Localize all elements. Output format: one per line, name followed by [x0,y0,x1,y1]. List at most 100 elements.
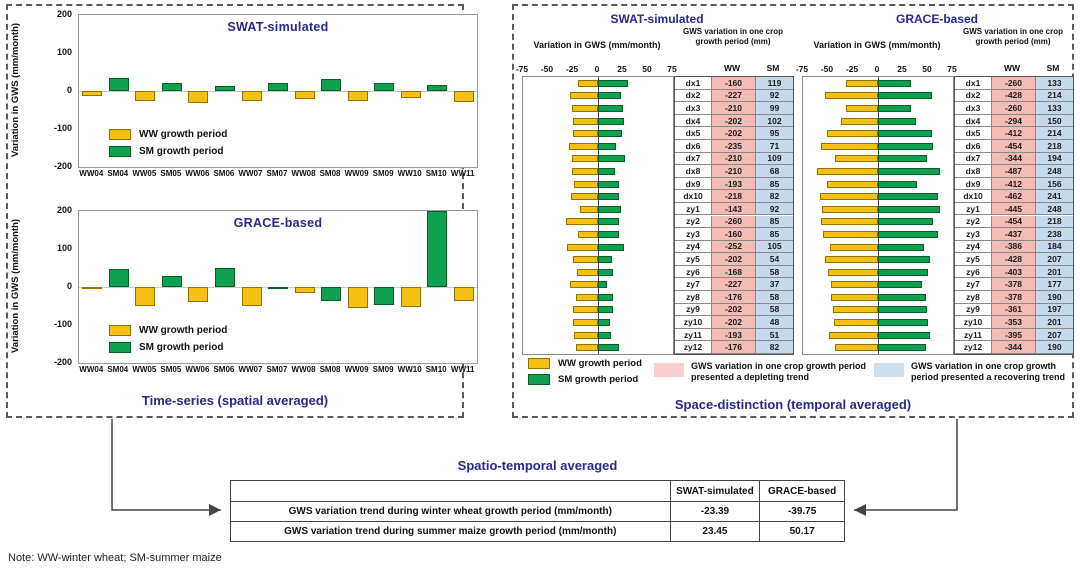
sm-bar-zy4 [878,243,924,251]
row-label-cell: zy1 [966,203,980,214]
bar-SM04 [108,268,129,287]
x-tick-label: WW09 [344,169,369,178]
ww-bar-dx5 [826,130,878,138]
x-axis-labels: WW04 SM04 WW05 SM05 WW06 SM06 WW07 SM07 WW08 SM08… [78,169,476,178]
chart-legend: WW growth period SM growth period [109,123,227,157]
depleting-swatch-icon [654,363,684,377]
row-label-cell: zy8 [966,291,980,302]
summary-table-row-2: GWS variation trend during summer maize … [231,521,844,541]
sm-value-cell: 82 [755,341,793,353]
ww-value-cell: -202 [711,253,755,265]
ww-value-cell: -235 [711,139,755,152]
sm-value-cell: 150 [1035,114,1073,127]
time-series-panel: Variation in GWS (mm/month) 200 100 0 -100 -… [6,4,478,418]
table-row-zy9: zy9 -202 58 [675,303,793,317]
y-axis-ticks: 200 100 0 -100 -200 [44,9,74,171]
ww-value-cell: -353 [991,316,1035,328]
table-row-zy8: zy8 -176 58 [675,291,793,304]
sm-value-cell: 218 [1035,215,1073,228]
row-label-cell: zy9 [966,304,980,315]
table-row-zy1: zy1 -445 248 [955,202,1073,216]
grace-value-cell: -39.75 [759,502,844,521]
ww-bar-zy11 [828,331,878,339]
x-tick-label: -50 [820,64,834,74]
x-tick-label: SM09 [372,365,394,374]
sm-value-cell: 190 [1035,341,1073,353]
ww-value-cell: -428 [991,89,1035,102]
ww-value-cell: -403 [991,265,1035,278]
sm-bar-dx9 [878,180,917,188]
sm-value-cell: 92 [755,89,793,102]
grace-space-chart: GRACE-based Variation in GWS (mm/month) … [796,12,1074,364]
panel-caption: Time-series (spatial averaged) [141,393,329,408]
ww-value-cell: -176 [711,341,755,353]
sm-value-cell: 71 [755,139,793,152]
table-row-zy9: zy9 -361 197 [955,303,1073,317]
y-tick-label: 100 [56,47,72,57]
table-row-dx8: dx8 -210 68 [675,165,793,178]
row-label-cell: dx8 [685,165,701,176]
x-axis-labels: WW04 SM04 WW05 SM05 WW06 SM06 WW07 SM07 WW08 SM08… [78,365,476,374]
sm-value-cell: 85 [755,228,793,240]
y-tick-label: 0 [66,85,72,95]
sm-bar-zy3 [598,230,620,238]
row-label-cell: dx8 [965,165,981,176]
sm-bar-zy8 [878,293,926,301]
y-tick-label: 200 [56,9,72,19]
row-label-cell: dx5 [965,128,981,139]
bar-SM04 [108,77,129,91]
sm-value-cell: 214 [1035,127,1073,139]
ww-value-cell: -487 [991,165,1035,177]
space-distinction-panel: SWAT-simulated Variation in GWS (mm/mont… [512,4,1074,418]
x-tick-label: SM05 [160,169,182,178]
x-tick-label: 25 [897,64,907,74]
bar-SM05 [161,82,182,91]
ww-value-cell: -218 [711,190,755,202]
sm-value-cell: 214 [1035,89,1073,102]
y-tick-label: -100 [53,319,72,329]
swat-space-chart: SWAT-simulated Variation in GWS (mm/mont… [516,12,794,364]
x-tick-label: SM06 [213,365,235,374]
x-tick-label: WW10 [397,365,422,374]
table-row-zy11: zy11 -395 207 [955,328,1073,342]
ww-value-cell: -143 [711,202,755,215]
bar-WW04 [82,91,103,96]
empty-header-cell [231,481,670,501]
table-row-dx3: dx3 -260 133 [955,102,1073,115]
x-tick-label: -50 [540,64,554,74]
sm-value-cell: 85 [755,177,793,190]
table-row-dx7: dx7 -344 194 [955,152,1073,166]
row-label-cell: zy2 [966,216,980,227]
sm-bar-dx3 [598,105,623,112]
ww-bar-zy6 [577,268,598,276]
row-label-cell: zy6 [966,266,980,277]
x-tick-label: SM04 [107,365,129,374]
table-row-zy5: zy5 -428 207 [955,253,1073,266]
y-axis-label: Variation in GWS (mm/month) [10,218,21,354]
row-label-cell: dx1 [685,77,701,88]
row-label-cell: zy5 [966,254,980,265]
sm-value-cell: 184 [1035,240,1073,253]
table-row-dx6: dx6 -235 71 [675,139,793,153]
sm-value-cell: 177 [1035,278,1073,291]
ww-bar-dx10 [570,193,599,201]
summary-title: Spatio-temporal averaged [457,458,618,473]
table-row-dx10: dx10 -218 82 [675,190,793,203]
sm-bar-zy5 [598,256,612,264]
row-label-cell: zy3 [966,228,980,239]
ww-bar-dx10 [820,193,879,201]
ww-value-cell: -160 [711,77,755,89]
table-row-zy10: zy10 -353 201 [955,316,1073,329]
ww-value-cell: -412 [991,177,1035,190]
bar-SM07 [268,287,288,289]
ww-bar-dx4 [572,117,599,125]
row-label-cell: dx7 [685,153,701,164]
sm-bar-dx6 [878,142,933,150]
sm-bar-zy6 [878,268,929,276]
plot-area: SWAT-simulated WW growth period SM growt… [78,14,478,168]
sm-value-cell: 248 [1035,202,1073,215]
row-label-cell: dx3 [965,102,981,113]
ww-bar-zy9 [572,306,599,314]
sm-value-cell: 133 [1035,102,1073,114]
row-label-cell: zy8 [686,291,700,302]
